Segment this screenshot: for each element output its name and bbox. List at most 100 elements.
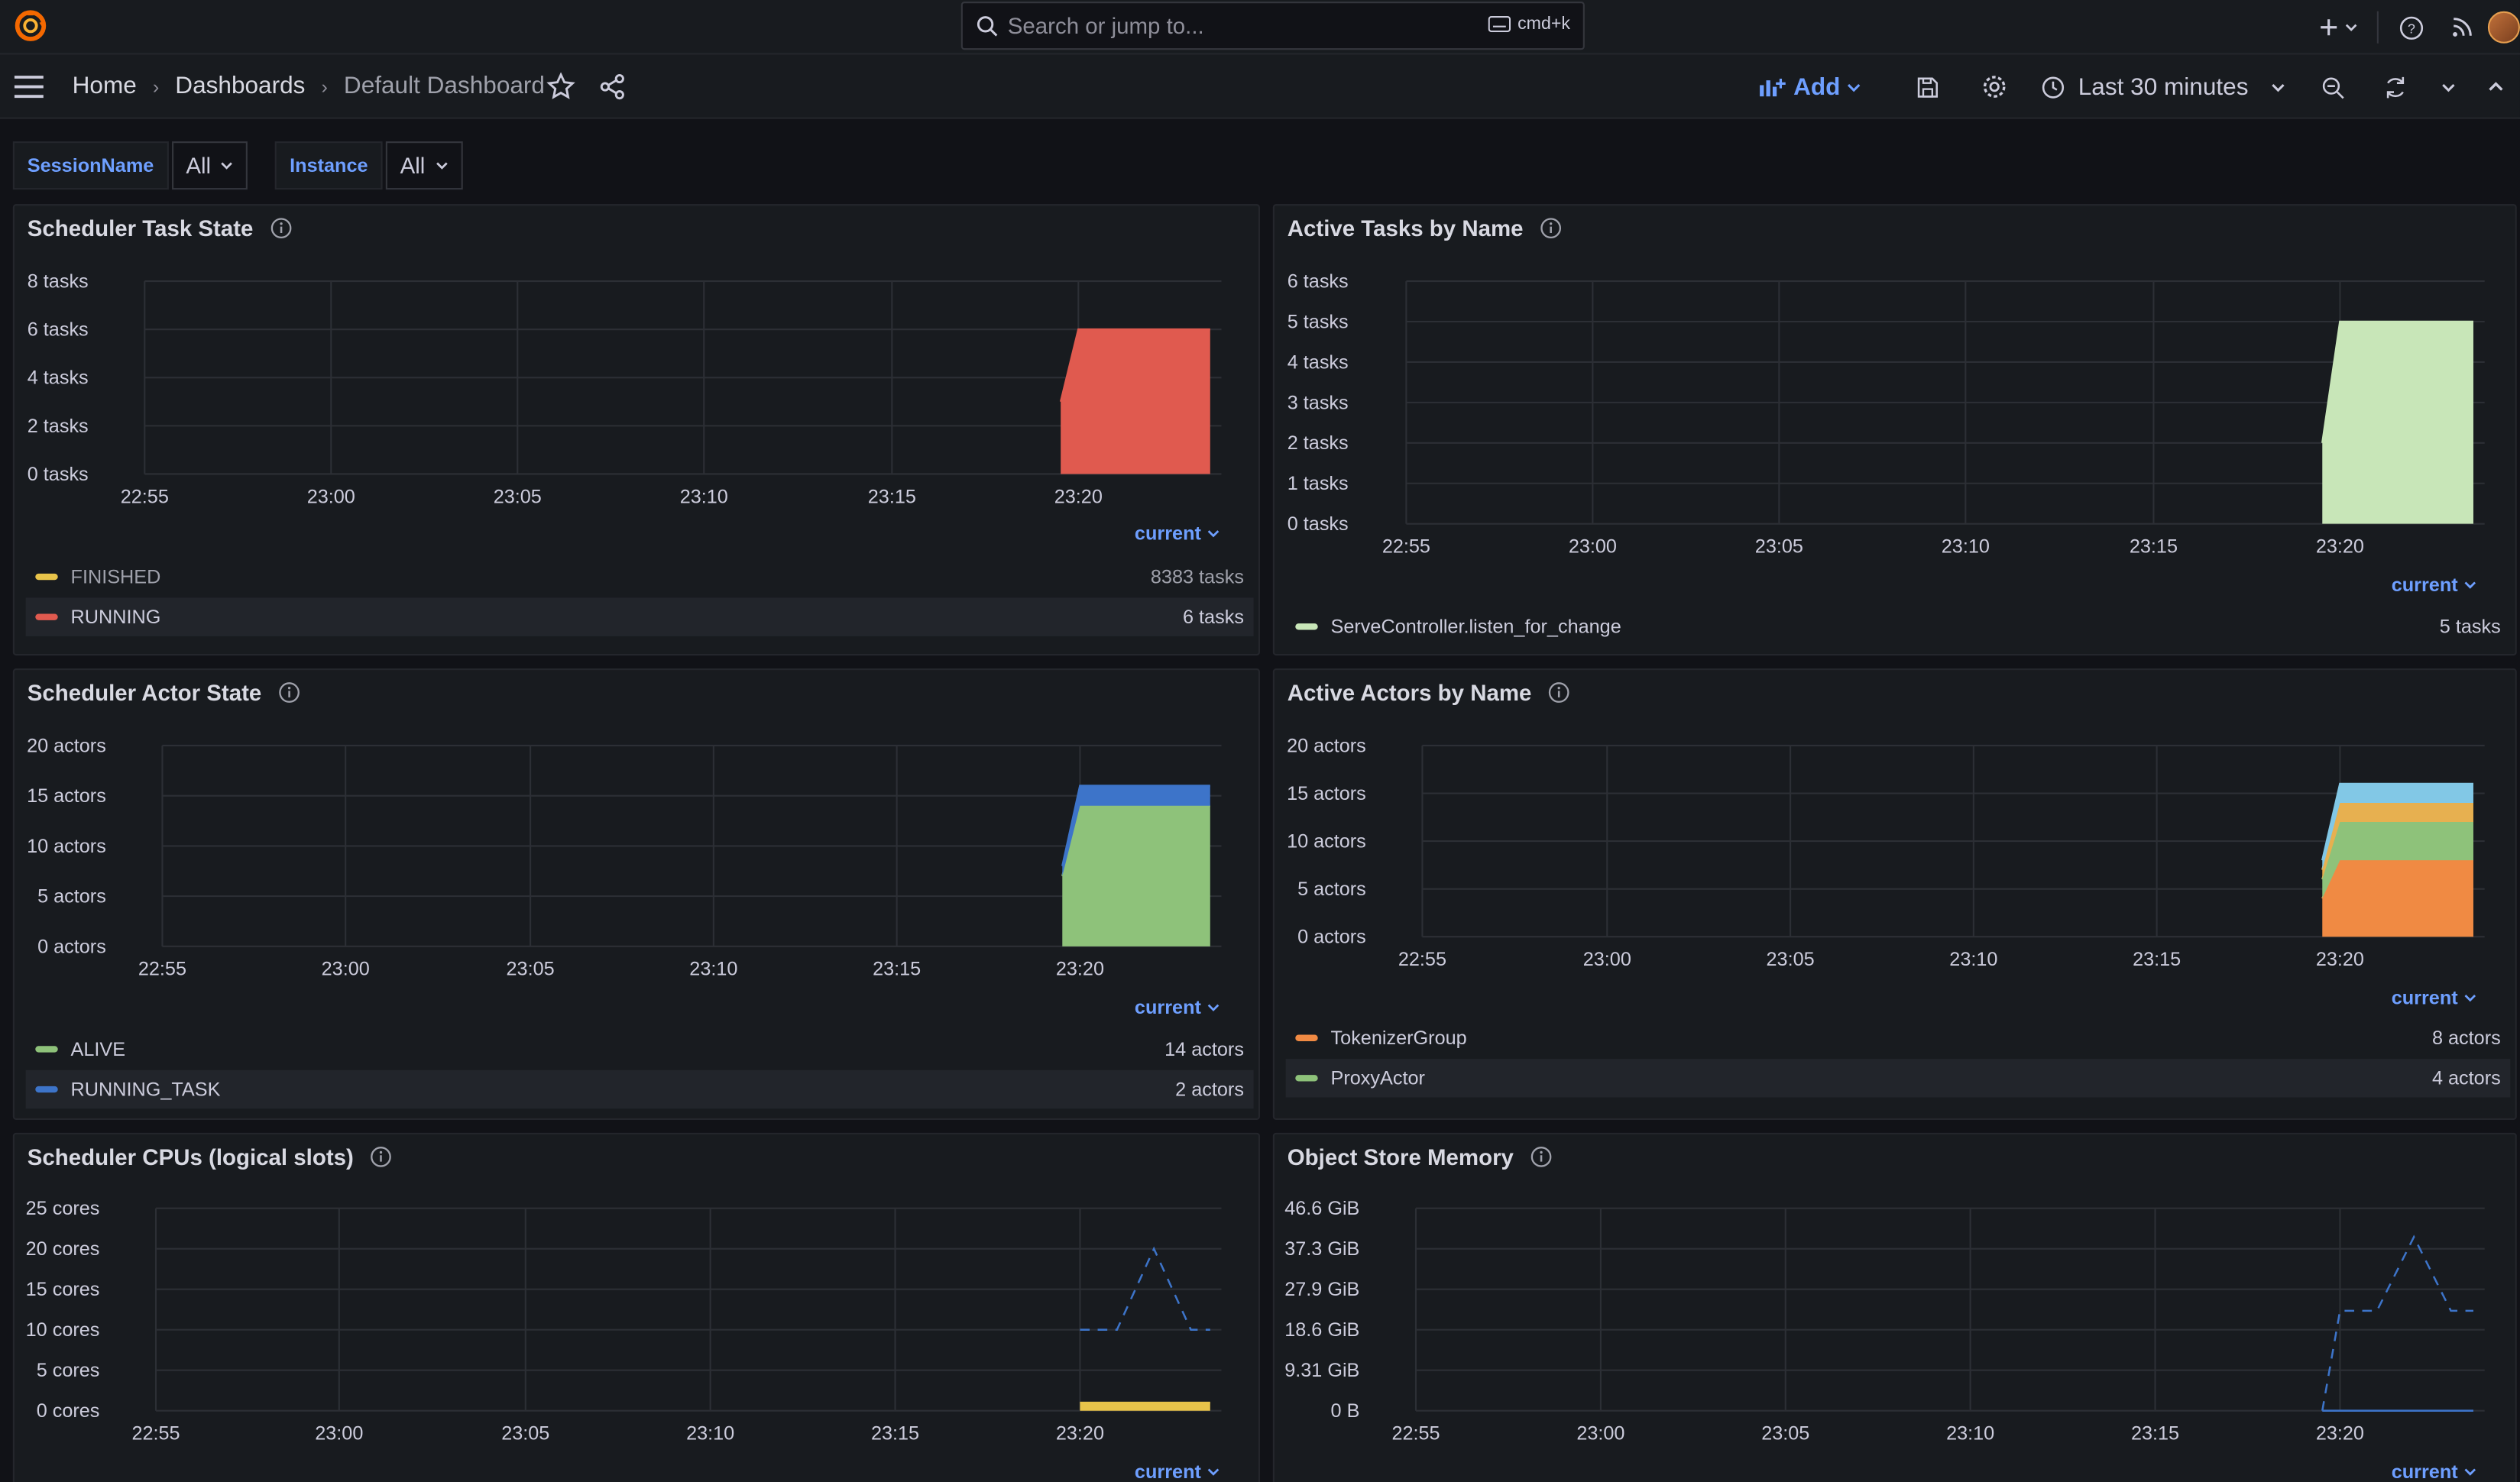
share-icon[interactable] (598, 73, 627, 102)
legend-name: FINISHED (70, 565, 161, 588)
variable-select-sessionname[interactable]: All (171, 141, 248, 190)
chevron-down-icon (221, 162, 233, 170)
legend-item[interactable]: RUNNING_TASK 2 actors (25, 1069, 1254, 1109)
info-icon[interactable] (277, 681, 300, 704)
chevron-down-icon (1207, 530, 1219, 538)
legend-item[interactable]: TokenizerGroup 8 actors (1286, 1018, 2511, 1056)
legend-sort-label: current (1134, 996, 1201, 1019)
help-button[interactable]: ? (2385, 0, 2436, 55)
search-input[interactable]: Search or jump to... cmd+k (960, 2, 1585, 50)
legend-sort-toggle[interactable]: current (2392, 574, 2476, 596)
legend-sort-toggle[interactable]: current (2392, 1461, 2476, 1482)
panel-title[interactable]: Active Tasks by Name (1288, 215, 1562, 241)
legend-sort-label: current (1134, 522, 1201, 545)
chevron-down-icon (2463, 995, 2476, 1002)
legend-value: 14 actors (1164, 1037, 1244, 1061)
breadcrumb: Home › Dashboards › Default Dashboard (73, 73, 545, 100)
legend-swatch (35, 1046, 58, 1053)
refresh-button[interactable] (2366, 55, 2424, 119)
panel-scheduler-task-state[interactable]: Scheduler Task State (12, 204, 1260, 656)
search-shortcut-label: cmd+k (1518, 14, 1570, 34)
legend-sort-toggle[interactable]: current (1135, 1461, 1220, 1482)
legend-sort-toggle[interactable]: current (1135, 996, 1220, 1018)
svg-text:?: ? (2407, 21, 2415, 36)
info-icon[interactable] (1547, 681, 1569, 704)
panel-title-text: Active Actors by Name (1287, 679, 1532, 706)
legend-swatch (1295, 623, 1318, 630)
refresh-interval-dropdown[interactable] (2424, 55, 2472, 119)
legend-sort-toggle[interactable]: current (2392, 986, 2476, 1009)
legend-item[interactable]: ALIVE 14 actors (26, 1030, 1254, 1068)
panel-scheduler-cpus-logical-slots[interactable]: Scheduler CPUs (logical slots) (12, 1132, 1260, 1482)
add-panel-icon (1759, 79, 1786, 97)
time-range-picker[interactable]: Last 30 minutes (2029, 73, 2298, 101)
variable-select-instance[interactable]: All (385, 141, 462, 190)
star-icon[interactable] (546, 72, 575, 102)
add-button-label: Add (1793, 73, 1841, 101)
legend-sort-toggle[interactable]: current (1135, 523, 1220, 545)
variable-value: All (400, 152, 426, 179)
news-button[interactable] (2437, 0, 2488, 55)
dashboard-settings-button[interactable] (1961, 55, 2028, 119)
legend-value: 6 tasks (1182, 605, 1244, 629)
panel-title[interactable]: Object Store Memory (1288, 1144, 1553, 1170)
breadcrumb-home[interactable]: Home (72, 72, 137, 100)
top-bar: Search or jump to... cmd+k ? (0, 0, 2520, 55)
panel-active-tasks-by-name[interactable]: Active Tasks by Name (1272, 204, 2517, 656)
panel-title[interactable]: Scheduler CPUs (logical slots) (28, 1144, 393, 1170)
collapse-toolbar-button[interactable] (2472, 55, 2520, 119)
legend-value: 5 tasks (2439, 615, 2501, 639)
panel-title-text: Object Store Memory (1287, 1144, 1514, 1170)
panel-active-actors-by-name[interactable]: Active Actors by Name (1272, 668, 2517, 1121)
zoom-out-button[interactable] (2298, 55, 2366, 119)
info-icon[interactable] (269, 217, 291, 239)
panel-title[interactable]: Scheduler Task State (28, 215, 292, 241)
legend-item[interactable]: RUNNING 6 tasks (25, 597, 1254, 636)
legend-item[interactable]: ProxyActor 4 actors (1285, 1059, 2511, 1098)
add-button[interactable]: Add (1758, 73, 1861, 101)
variable-value: All (186, 152, 212, 179)
legend-item[interactable]: ServeController.listen_for_change 5 tasks (1286, 607, 2511, 646)
hamburger-menu-icon[interactable] (13, 73, 45, 102)
breadcrumb-separator-icon: › (321, 74, 328, 98)
legend-swatch (35, 1086, 58, 1093)
breadcrumb-current: Default Dashboard (343, 72, 545, 100)
legend-name: ServeController.listen_for_change (1330, 615, 1621, 639)
info-icon[interactable] (1530, 1146, 1552, 1168)
panel-title-text: Scheduler Task State (27, 215, 254, 241)
legend-name: RUNNING_TASK (70, 1078, 221, 1101)
panel-title[interactable]: Active Actors by Name (1287, 679, 1570, 706)
time-range-label: Last 30 minutes (2078, 73, 2249, 101)
search-icon (977, 16, 998, 37)
panel-title[interactable]: Scheduler Actor State (28, 680, 300, 705)
keyboard-icon (1488, 16, 1511, 33)
legend-swatch (35, 573, 58, 581)
variable-label-instance: Instance (275, 141, 383, 190)
avatar[interactable] (2487, 11, 2520, 44)
info-icon[interactable] (370, 1146, 392, 1168)
zoom-out-icon (2321, 76, 2343, 99)
legend-name: TokenizerGroup (1330, 1027, 1467, 1050)
chevron-down-icon (2441, 83, 2454, 92)
toolbar-divider (2376, 11, 2379, 44)
grafana-logo-icon[interactable] (13, 8, 48, 44)
panel-scheduler-actor-state[interactable]: Scheduler Actor State (12, 668, 1260, 1121)
dashboard-nav-bar: Home › Dashboards › Default Dashboard Ad… (0, 54, 2520, 119)
variable-label-sessionname: SessionName (12, 141, 169, 190)
legend-item[interactable]: FINISHED 8383 tasks (26, 558, 1254, 596)
help-icon: ? (2399, 15, 2423, 39)
legend-sort-label: current (1134, 1460, 1201, 1482)
panel-title-text: Active Tasks by Name (1287, 215, 1524, 241)
save-dashboard-button[interactable] (1893, 55, 1961, 119)
legend-value: 8 actors (2431, 1027, 2501, 1050)
info-icon[interactable] (1540, 217, 1562, 239)
legend-name: ALIVE (70, 1037, 126, 1061)
save-icon (1916, 76, 1938, 97)
panel-object-store-memory[interactable]: Object Store Memory (1272, 1132, 2517, 1482)
chevron-down-icon (1848, 83, 1861, 92)
new-menu-button[interactable] (2306, 0, 2370, 55)
breadcrumb-dashboards[interactable]: Dashboards (175, 72, 306, 100)
rss-icon (2453, 18, 2472, 37)
legend-value: 4 actors (2431, 1066, 2501, 1090)
chevron-down-icon (2272, 83, 2285, 92)
